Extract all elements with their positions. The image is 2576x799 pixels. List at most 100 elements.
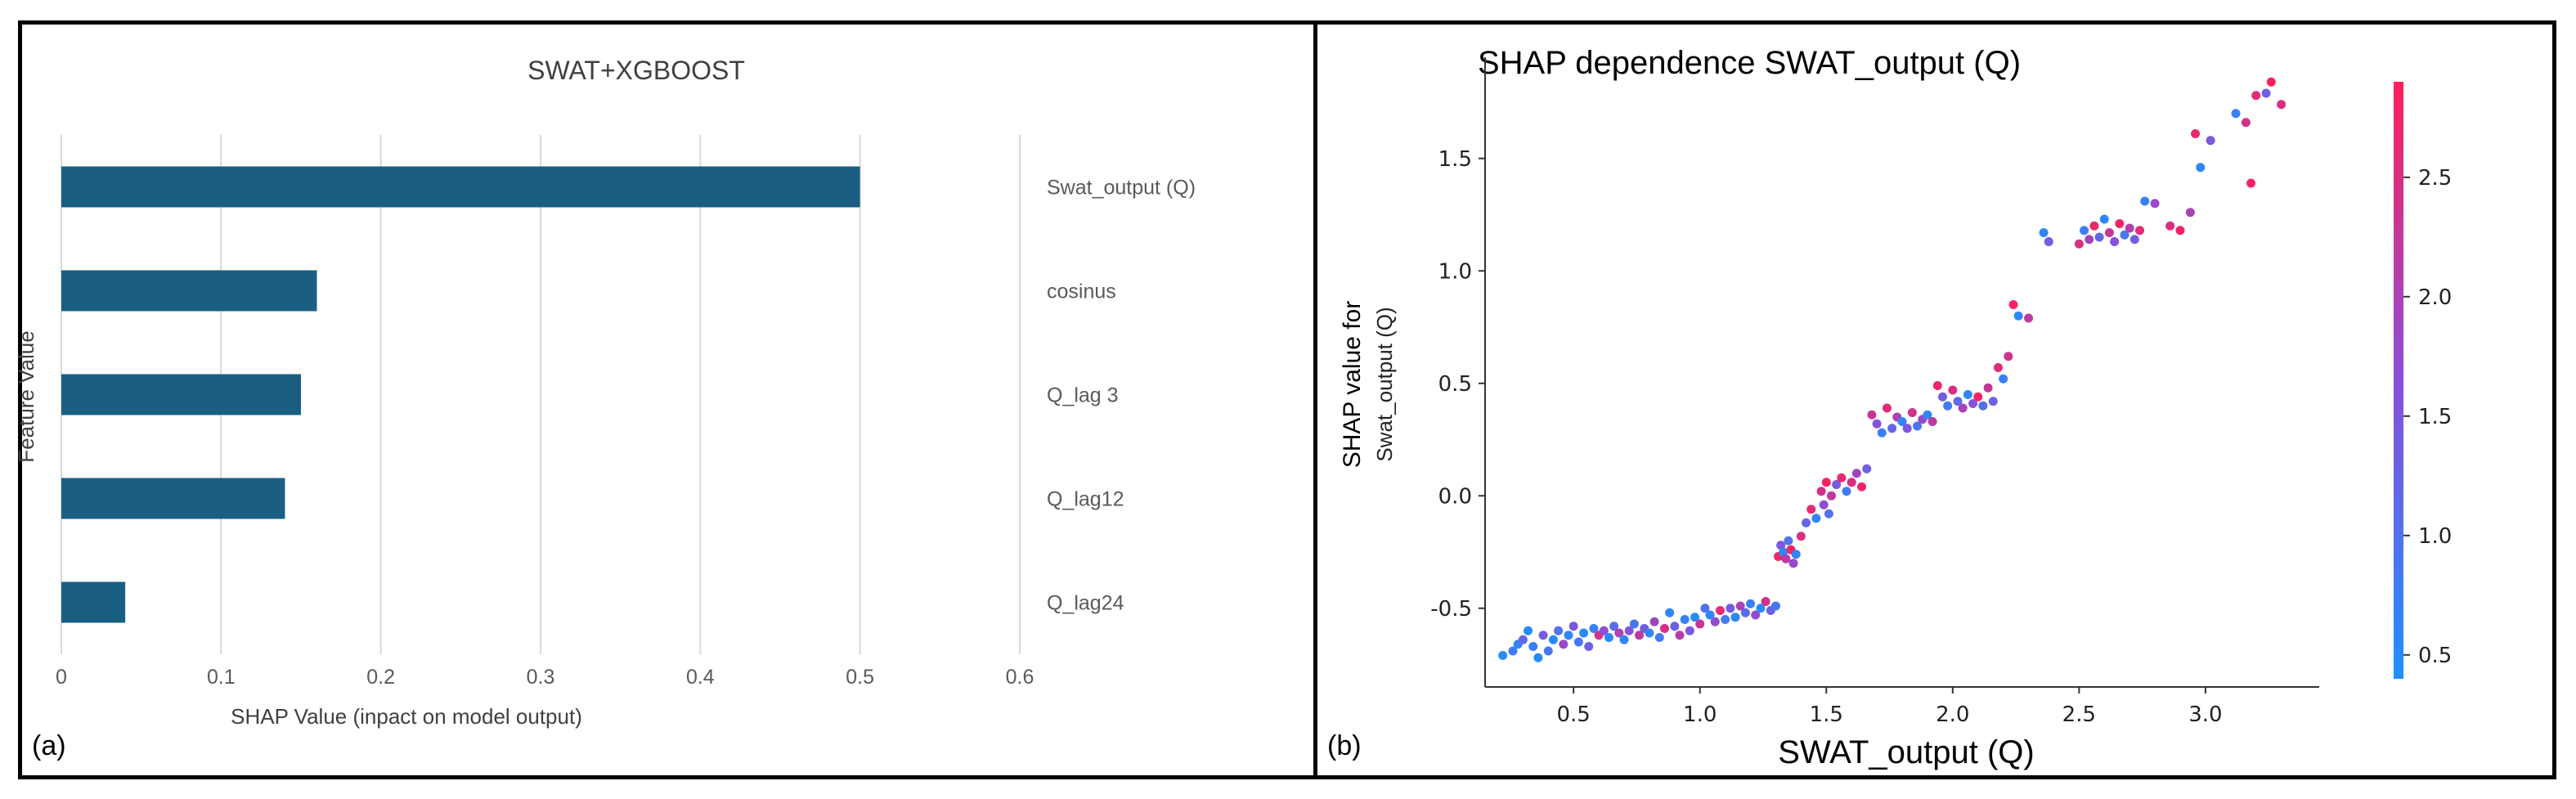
scatter-point xyxy=(1705,610,1715,620)
scatter-point xyxy=(2089,221,2099,231)
scatter-point xyxy=(1614,628,1624,638)
scatter-point xyxy=(2080,226,2089,236)
scatter-point xyxy=(1721,615,1730,624)
scatter-point xyxy=(1943,401,1953,411)
scatter-point xyxy=(1659,624,1669,633)
panel-a: SWAT+XGBOOST Swat_output (Q) cosinus Q_lag… xyxy=(14,20,1320,779)
scatter-point xyxy=(2115,219,2125,228)
scatter-point xyxy=(1589,624,1599,633)
scatter-point xyxy=(1963,390,1972,399)
scatter-point xyxy=(2104,228,2114,237)
x-axis-label: SHAP Value (inpact on model output) xyxy=(231,704,582,729)
bar-chart: SWAT+XGBOOST Swat_output (Q) cosinus Q_lag… xyxy=(14,56,1196,729)
axes xyxy=(1484,57,2319,688)
scatter-point xyxy=(1695,619,1705,629)
x-tick-label: 3.0 xyxy=(2188,702,2222,727)
scatter-point xyxy=(2135,226,2145,236)
scatter-point xyxy=(1928,417,1937,426)
scatter-point xyxy=(1700,604,1710,613)
scatter-point xyxy=(1619,635,1629,644)
x-tick-labels: 0.5 1.0 1.5 2.0 2.5 3.0 xyxy=(1557,687,2223,727)
scatter-point xyxy=(2165,221,2175,231)
scatter-point xyxy=(1816,487,1826,496)
scatter-point xyxy=(2246,178,2256,188)
scatter-point xyxy=(1645,628,1654,638)
scatter-point xyxy=(1887,424,1897,433)
colorbar-tick-label: 2.0 xyxy=(2418,285,2452,310)
y-tick-label: 1.0 xyxy=(1438,259,1472,284)
scatter-point xyxy=(1821,478,1831,487)
category-label: Q_lag12 xyxy=(1047,488,1124,511)
scatter-point xyxy=(2196,163,2206,173)
colorbar-tick-label: 1.5 xyxy=(2418,405,2452,429)
x-tick-label: 0.1 xyxy=(207,666,236,689)
scatter-point xyxy=(1983,383,1993,393)
scatter-point xyxy=(1832,480,1842,489)
scatter-point xyxy=(2185,208,2195,218)
scatter-point xyxy=(2099,214,2109,224)
scatter-point xyxy=(1690,613,1700,622)
scatter-point xyxy=(2266,77,2276,87)
y-tick-label: 1.5 xyxy=(1438,147,1472,172)
x-tick-label: 0.5 xyxy=(1557,702,1591,727)
scatter-point xyxy=(1735,601,1745,611)
scatter-point xyxy=(1851,469,1861,478)
scatter-point xyxy=(1710,617,1720,626)
scatter-point xyxy=(1932,381,1942,390)
scatter-point xyxy=(1685,626,1694,635)
scatter-point xyxy=(1802,518,1811,527)
scatter-point xyxy=(1973,392,1983,402)
scatter-point xyxy=(1670,622,1680,631)
scatter-point xyxy=(2094,232,2104,242)
scatter-point xyxy=(1524,626,1533,635)
x-tick-label: 2.5 xyxy=(2062,702,2096,727)
scatter-point xyxy=(1649,617,1659,626)
category-label: Swat_output (Q) xyxy=(1047,177,1196,200)
scatter-point xyxy=(1872,419,1882,429)
scatter-point xyxy=(1937,392,1947,402)
scatter-point xyxy=(1877,428,1887,438)
scatter-point xyxy=(1968,399,1978,408)
y-tick-labels: -0.5 0.0 0.5 1.0 1.5 xyxy=(1430,147,1485,622)
scatter-point xyxy=(1776,541,1786,550)
scatter-point xyxy=(2129,235,2139,245)
scatter-point xyxy=(1518,635,1528,644)
scatter-point xyxy=(1654,633,1664,642)
category-labels: Swat_output (Q) cosinus Q_lag 3 Q_lag12 Q_la… xyxy=(1047,177,1196,615)
scatter-point xyxy=(1599,626,1609,635)
scatter-point xyxy=(1978,401,1988,411)
scatter-point xyxy=(2013,311,2023,321)
scatter-point xyxy=(2110,237,2120,246)
scatter-point xyxy=(1680,615,1690,624)
x-axis-label: SWAT_output (Q) xyxy=(1778,734,2034,770)
colorbar-tick-label: 2.5 xyxy=(2418,166,2452,191)
scatter-point xyxy=(1559,640,1568,649)
scatter-point xyxy=(1902,424,1912,433)
panel-label: (a) xyxy=(32,730,66,761)
scatter-point xyxy=(2241,118,2251,128)
scatter-point xyxy=(1819,500,1829,509)
scatter-point xyxy=(1811,514,1821,523)
scatter-point xyxy=(1882,403,1892,413)
scatter-point xyxy=(1847,478,1856,487)
scatter-point xyxy=(1824,509,1833,518)
x-tick-label: 1.0 xyxy=(1683,702,1717,727)
scatter-point xyxy=(1568,622,1578,631)
x-tick-label: 0 xyxy=(56,666,67,689)
scatter-point xyxy=(1988,397,1998,406)
chart-title: SHAP dependence SWAT_output (Q) xyxy=(1478,45,2021,81)
scatter-point xyxy=(2125,223,2134,233)
scatter-point xyxy=(2044,237,2053,246)
scatter-point xyxy=(2085,235,2094,245)
y-axis-label-line1: SHAP value for xyxy=(1339,301,1366,469)
scatter-chart: SHAP dependence SWAT_output (Q) 0.5 1.0 1.… xyxy=(1339,45,2452,770)
scatter-point xyxy=(1548,635,1558,644)
scatter-point xyxy=(1665,608,1675,617)
scatter-point xyxy=(1784,536,1793,545)
scatter-point xyxy=(2039,228,2049,237)
x-tick-label: 0.4 xyxy=(686,666,715,689)
x-tick-label: 0.2 xyxy=(366,666,395,689)
scatter-point xyxy=(1624,626,1634,635)
scatter-point xyxy=(1806,505,1816,514)
scatter-point xyxy=(1867,410,1877,420)
